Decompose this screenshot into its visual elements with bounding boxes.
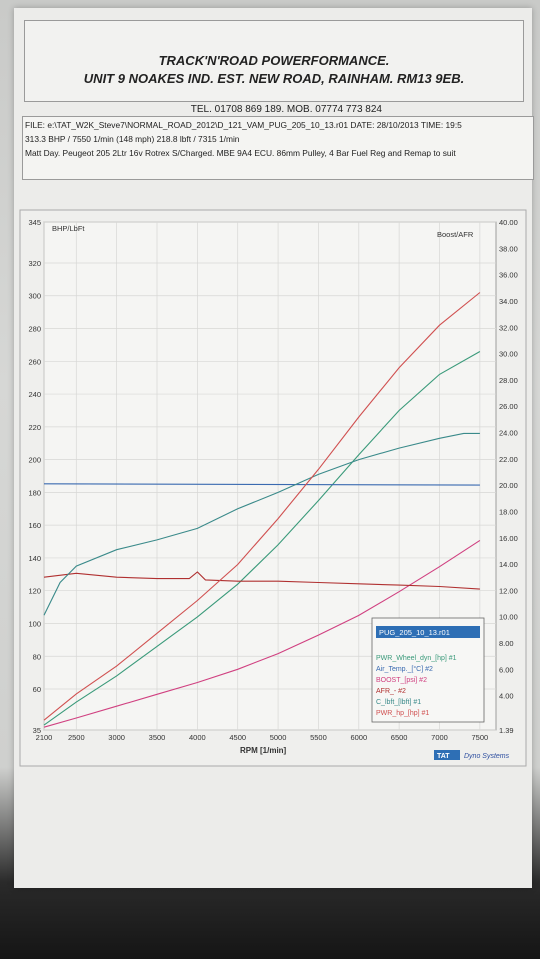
legend-entry: PWR_hp_[hp] #1 xyxy=(376,710,429,717)
x-axis-title: RPM [1/min] xyxy=(240,746,287,755)
left-tick-label: 320 xyxy=(28,259,41,268)
right-tick-label: 20.00 xyxy=(499,481,518,490)
right-tick-label: 36.00 xyxy=(499,271,518,280)
left-tick-label: 300 xyxy=(28,292,41,301)
run-info-box: FILE: e:\TAT_W2K_Steve7\NORMAL_ROAD_2012… xyxy=(22,116,534,180)
legend-entry: Air_Temp._[°C] #2 xyxy=(376,665,433,673)
legend-entry: PWR_Wheel_dyn_[hp] #1 xyxy=(376,655,457,662)
x-tick-label: 2500 xyxy=(68,733,85,742)
right-tick-label: 26.00 xyxy=(499,402,518,411)
right-tick-label: 40.00 xyxy=(499,218,518,227)
right-tick-label: 8.00 xyxy=(499,639,514,648)
series-line-3 xyxy=(43,571,480,590)
right-axis-title: Boost/AFR xyxy=(437,230,474,239)
right-tick-label: 14.00 xyxy=(499,560,518,569)
right-tick-label: 4.00 xyxy=(499,692,514,701)
telephone: TEL. 01708 869 189. MOB. 07774 773 824 xyxy=(190,104,382,115)
left-tick-label: 160 xyxy=(28,521,41,530)
right-tick-label: 12.00 xyxy=(499,586,518,595)
x-tick-label: 4500 xyxy=(229,733,246,742)
x-tick-label: 7500 xyxy=(472,733,489,742)
right-tick-label: 30.00 xyxy=(499,350,518,359)
right-tick-label: 28.00 xyxy=(499,376,518,385)
left-tick-label: 180 xyxy=(28,488,41,497)
description-line: Matt Day. Peugeot 205 2Ltr 16v Rotrex S/… xyxy=(25,148,456,158)
x-tick-label: 7000 xyxy=(431,733,448,742)
right-tick-label: 16.00 xyxy=(499,534,518,543)
series-line-0 xyxy=(43,351,481,726)
right-tick-label: 22.00 xyxy=(499,455,518,464)
series-line-1 xyxy=(43,483,480,486)
right-tick-label: 32.00 xyxy=(499,323,518,332)
series-line-5 xyxy=(43,292,481,721)
left-tick-label: 260 xyxy=(28,357,41,366)
right-tick-label: 1.39 xyxy=(499,726,514,735)
left-tick-label: 220 xyxy=(28,423,41,432)
legend-header-label: PUG_205_10_13.r01 xyxy=(379,628,450,637)
right-tick-label: 18.00 xyxy=(499,507,518,516)
company-address: UNIT 9 NOAKES IND. EST. NEW ROAD, RAINHA… xyxy=(83,71,465,86)
right-tick-label: 34.00 xyxy=(499,297,518,306)
brand-text: Dyno Systems xyxy=(464,753,510,760)
legend: PUG_205_10_13.r01 PWR_Wheel_dyn_[hp] #1 A… xyxy=(371,617,485,723)
legend-header xyxy=(376,626,480,638)
left-tick-label: 120 xyxy=(28,587,41,596)
left-tick-label: 80 xyxy=(33,652,41,661)
x-tick-label: 6000 xyxy=(350,733,367,742)
x-tick-label: 5000 xyxy=(270,733,287,742)
series-line-2 xyxy=(43,539,481,728)
legend-entry: C_lbft_[lbft] #1 xyxy=(376,699,421,706)
right-tick-label: 10.00 xyxy=(499,613,518,622)
left-axis-title: BHP/LbFt xyxy=(52,224,85,233)
left-tick-label: 240 xyxy=(28,390,41,399)
header-box: TRACK'N'ROAD POWERFORMANCE. UNIT 9 NOAKE… xyxy=(24,20,524,102)
file-line: FILE: e:\TAT_W2K_Steve7\NORMAL_ROAD_2012… xyxy=(25,120,462,130)
legend-entry: AFR_- #2 xyxy=(376,688,406,695)
x-tick-label: 3500 xyxy=(149,733,166,742)
company-name: TRACK'N'ROAD POWERFORMANCE. xyxy=(158,53,390,68)
right-tick-label: 6.00 xyxy=(499,665,514,674)
x-tick-label: 5500 xyxy=(310,733,327,742)
left-tick-label: 280 xyxy=(28,325,41,334)
x-tick-label: 2100 xyxy=(36,733,53,742)
peak-line: 313.3 BHP / 7550 1/min (148 mph) 218.8 l… xyxy=(25,134,240,144)
left-tick-label: 35 xyxy=(33,726,41,735)
brand-logo: TAT xyxy=(437,753,450,760)
left-tick-label: 60 xyxy=(33,685,41,694)
left-tick-label: 200 xyxy=(28,456,41,465)
x-tick-label: 3000 xyxy=(108,733,125,742)
left-tick-label: 345 xyxy=(28,218,41,227)
x-tick-label: 6500 xyxy=(391,733,408,742)
legend-entry: BOOST_[psi] #2 xyxy=(376,677,427,684)
left-tick-label: 140 xyxy=(28,554,41,563)
left-tick-label: 100 xyxy=(28,619,41,628)
series-line-4 xyxy=(43,432,480,616)
brand-badge xyxy=(434,750,460,760)
right-tick-label: 38.00 xyxy=(499,244,518,253)
x-tick-label: 4000 xyxy=(189,733,206,742)
right-tick-label: 24.00 xyxy=(499,429,518,438)
